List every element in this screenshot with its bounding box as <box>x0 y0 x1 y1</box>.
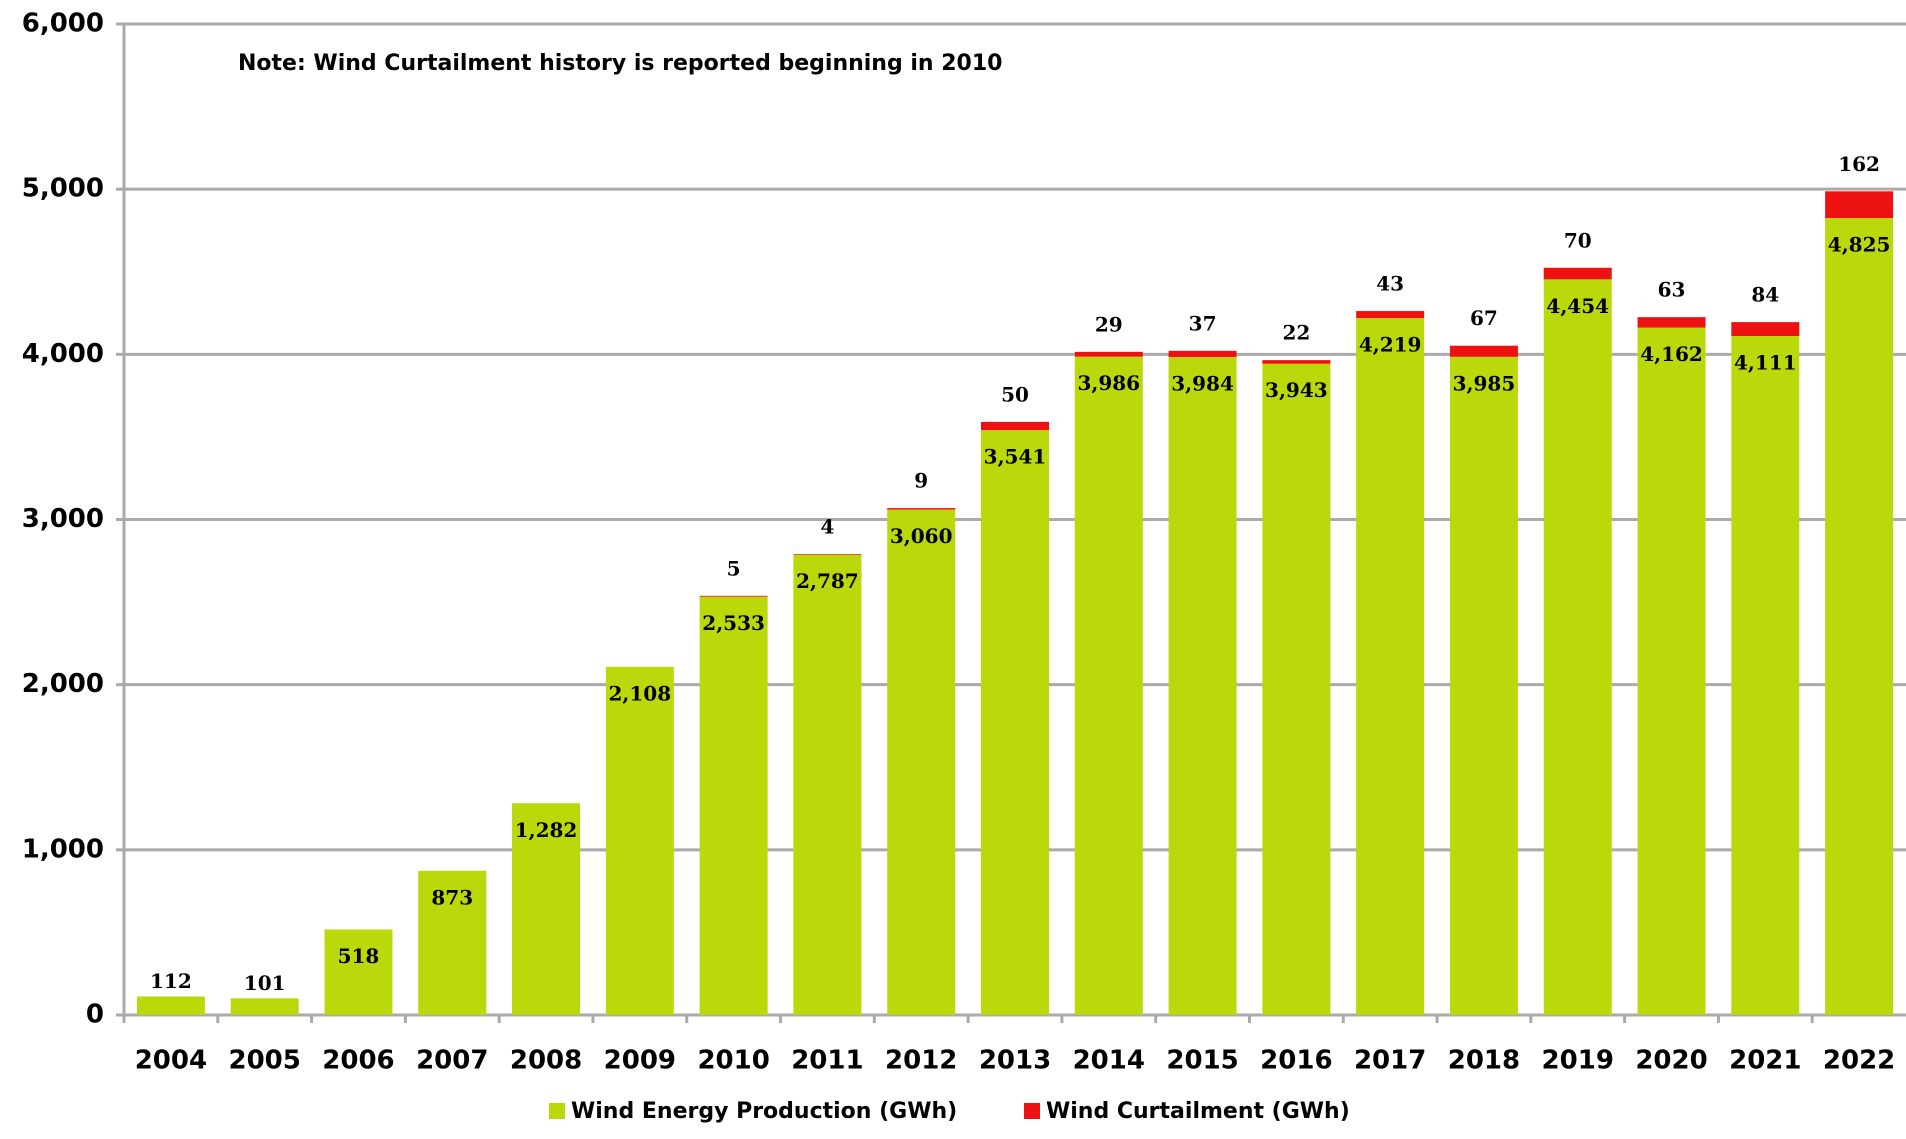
data-label: 3,986 <box>1077 371 1140 395</box>
bar-segment <box>1356 311 1425 319</box>
x-tick-label: 2020 <box>1635 1046 1707 1076</box>
data-label: 2,533 <box>702 611 765 635</box>
x-tick-label: 2007 <box>416 1046 488 1076</box>
bar-segment <box>1543 267 1612 280</box>
legend-label: Wind Curtailment (GWh) <box>1046 1099 1350 1124</box>
bar-segment <box>1262 360 1331 364</box>
data-label: 43 <box>1376 272 1404 296</box>
x-tick-label: 2011 <box>791 1046 863 1076</box>
annotation: Note: Wind Curtailment history is report… <box>238 51 1002 76</box>
data-label: 9 <box>914 469 928 493</box>
bar-segment <box>1731 322 1800 336</box>
bar-segment <box>1168 356 1237 1015</box>
x-tick-label: 2016 <box>1260 1046 1332 1076</box>
bar-segment <box>324 929 393 1015</box>
y-tick-label: 5,000 <box>22 174 104 204</box>
bar-segment <box>605 666 674 1015</box>
bar-segment <box>981 421 1049 431</box>
data-label: 101 <box>244 971 286 995</box>
data-label: 50 <box>1001 382 1029 406</box>
data-label: 4,825 <box>1828 233 1891 257</box>
y-tick-label: 3,000 <box>22 504 104 534</box>
data-label: 22 <box>1282 321 1310 345</box>
x-tick-label: 2008 <box>510 1046 582 1076</box>
x-tick-label: 2006 <box>322 1046 394 1076</box>
bar-segment <box>512 803 581 1015</box>
data-label: 3,943 <box>1265 378 1328 402</box>
bar-segment <box>1074 356 1143 1016</box>
data-label: 162 <box>1838 152 1880 176</box>
bar-segment <box>1637 317 1706 328</box>
bar-segment <box>1356 318 1425 1015</box>
data-label: 67 <box>1470 306 1498 330</box>
x-tick-label: 2018 <box>1448 1046 1520 1076</box>
data-label: 2,108 <box>609 681 672 705</box>
x-tick-label: 2005 <box>228 1046 300 1076</box>
data-label: 4,454 <box>1546 294 1609 318</box>
bar-segment <box>1543 279 1612 1015</box>
x-tick-label: 2019 <box>1542 1046 1614 1076</box>
data-label: 3,541 <box>984 445 1047 469</box>
x-tick-label: 2010 <box>697 1046 769 1076</box>
bar-segment <box>887 508 956 510</box>
x-tick-label: 2015 <box>1166 1046 1238 1076</box>
y-tick-label: 4,000 <box>22 339 104 369</box>
x-tick-label: 2014 <box>1073 1046 1145 1076</box>
data-label: 873 <box>431 885 473 909</box>
legend-swatch <box>549 1103 565 1119</box>
bar-segment <box>793 554 862 555</box>
bar-segment <box>1262 363 1331 1016</box>
x-tick-label: 2009 <box>604 1046 676 1076</box>
x-tick-label: 2012 <box>885 1046 957 1076</box>
data-label: 4,111 <box>1734 350 1797 374</box>
data-label: 3,984 <box>1171 371 1234 395</box>
bar-segment <box>1731 335 1800 1015</box>
bar-segment <box>418 870 487 1015</box>
y-tick-label: 6,000 <box>22 9 104 39</box>
data-label: 4,162 <box>1640 342 1703 366</box>
data-label: 1,282 <box>515 818 578 842</box>
data-label: 63 <box>1658 278 1686 302</box>
bar-segment <box>699 596 768 1015</box>
x-tick-label: 2013 <box>979 1046 1051 1076</box>
bar-segment <box>699 595 768 597</box>
y-tick-label: 0 <box>86 1000 104 1030</box>
bar-segment <box>981 430 1049 1015</box>
bar-segment <box>1449 356 1518 1016</box>
bar-segment <box>1637 327 1706 1016</box>
bar-segment <box>1074 351 1143 357</box>
data-label: 29 <box>1095 312 1123 336</box>
x-tick-label: 2022 <box>1823 1046 1895 1076</box>
data-label: 2,787 <box>796 569 859 593</box>
data-label: 84 <box>1751 283 1779 307</box>
data-label: 3,060 <box>890 524 953 548</box>
data-label: 37 <box>1189 311 1217 335</box>
data-label: 4,219 <box>1359 333 1422 357</box>
bar-segment <box>136 996 205 1015</box>
data-label: 518 <box>338 944 380 968</box>
x-tick-label: 2017 <box>1354 1046 1426 1076</box>
data-label: 5 <box>727 556 741 580</box>
data-label: 4 <box>820 515 834 539</box>
bar-segment <box>1825 218 1894 1016</box>
y-tick-label: 2,000 <box>22 669 104 699</box>
bar-segment <box>887 509 956 1015</box>
data-label: 112 <box>150 969 192 993</box>
data-label: 70 <box>1564 228 1592 252</box>
x-tick-label: 2021 <box>1729 1046 1801 1076</box>
bar-segment <box>230 998 299 1015</box>
legend-swatch <box>1024 1103 1040 1119</box>
data-label: 3,985 <box>1453 371 1516 395</box>
bar-segment <box>1825 191 1894 219</box>
x-tick-label: 2004 <box>135 1046 207 1076</box>
legend-label: Wind Energy Production (GWh) <box>571 1099 957 1124</box>
bar-segment <box>793 554 862 1015</box>
bar-segment <box>1168 350 1237 357</box>
bar-segment <box>1449 345 1518 357</box>
y-tick-label: 1,000 <box>22 834 104 864</box>
